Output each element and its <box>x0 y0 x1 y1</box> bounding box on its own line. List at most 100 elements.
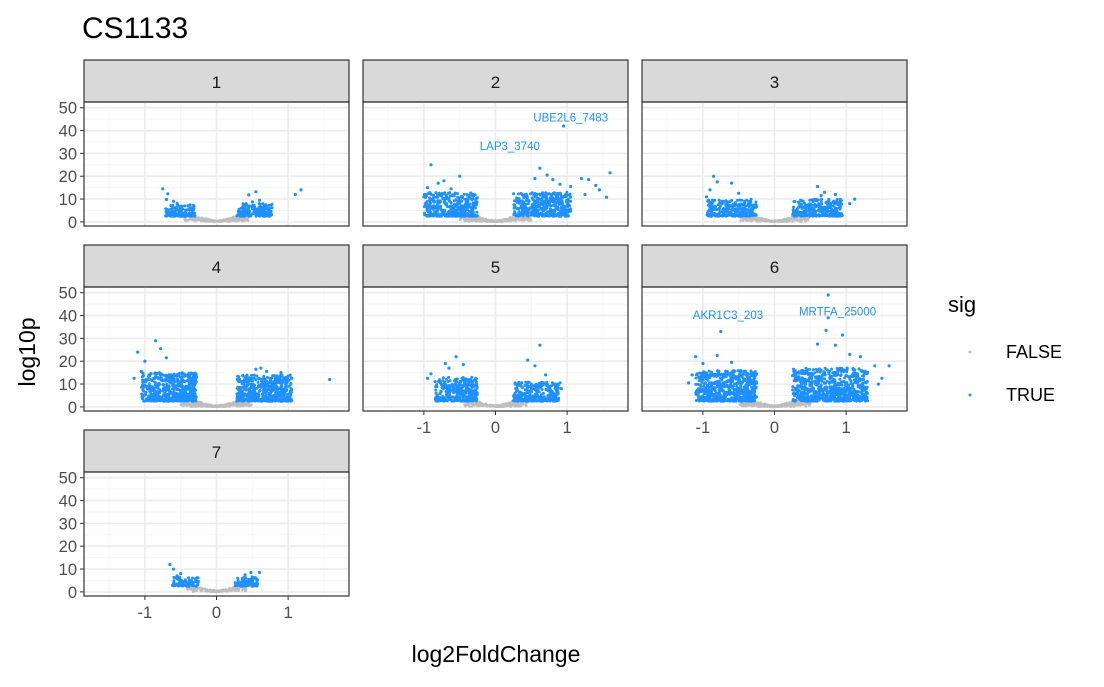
point-true <box>564 195 567 198</box>
point-true <box>465 395 468 398</box>
point-false <box>198 218 201 221</box>
point-outlier <box>730 182 733 185</box>
point-true <box>565 215 568 218</box>
point-true <box>146 388 149 391</box>
point-false <box>526 218 529 221</box>
point-true <box>436 395 439 398</box>
point-false <box>481 218 484 221</box>
point-true <box>426 215 429 218</box>
point-true <box>263 208 266 211</box>
point-true <box>254 212 257 215</box>
point-true <box>432 199 435 202</box>
point-true <box>193 379 196 382</box>
point-false <box>486 220 489 223</box>
point-false <box>204 405 207 408</box>
point-true <box>151 385 154 388</box>
point-true <box>435 191 438 194</box>
point-false <box>466 404 469 407</box>
point-false <box>522 403 525 406</box>
point-true <box>237 398 240 401</box>
point-true <box>285 384 288 387</box>
point-true <box>166 208 169 211</box>
point-true <box>153 372 156 375</box>
point-true <box>531 197 534 200</box>
point-outlier <box>583 193 586 196</box>
point-outlier <box>609 171 612 174</box>
point-true <box>514 213 517 216</box>
point-true <box>261 214 264 217</box>
point-true <box>513 210 516 213</box>
point-true <box>288 385 291 388</box>
point-true <box>195 395 198 398</box>
point-true <box>257 397 260 400</box>
point-true <box>169 398 172 401</box>
point-true <box>248 387 251 390</box>
point-true <box>428 191 431 194</box>
point-outlier <box>165 356 168 359</box>
point-true <box>463 193 466 196</box>
point-false <box>739 219 742 222</box>
point-false <box>800 220 803 223</box>
point-true <box>280 396 283 399</box>
point-false <box>513 404 516 407</box>
point-outlier <box>429 163 432 166</box>
point-false <box>216 220 219 223</box>
point-true <box>459 397 462 400</box>
point-true <box>521 207 524 210</box>
point-outlier <box>159 347 162 350</box>
point-true <box>277 399 280 402</box>
point-true <box>525 214 528 217</box>
point-true <box>543 215 546 218</box>
point-true <box>265 381 268 384</box>
point-true <box>748 206 751 209</box>
point-true <box>192 385 195 388</box>
point-true <box>257 393 260 396</box>
point-true <box>266 400 269 403</box>
point-true <box>252 386 255 389</box>
point-true <box>181 373 184 376</box>
point-true <box>811 215 814 218</box>
point-true <box>426 200 429 203</box>
point-true <box>840 213 843 216</box>
point-true <box>536 198 539 201</box>
point-true <box>246 382 249 385</box>
point-true <box>471 212 474 215</box>
point-outlier <box>259 367 262 370</box>
y-tick-label: 0 <box>68 214 77 232</box>
point-true <box>435 383 438 386</box>
point-true <box>149 399 152 402</box>
point-true <box>184 399 187 402</box>
point-true <box>456 192 459 195</box>
point-true <box>737 205 740 208</box>
point-true <box>265 396 268 399</box>
point-true <box>172 400 175 403</box>
point-true <box>160 378 163 381</box>
point-true <box>158 371 161 374</box>
point-true <box>803 212 806 215</box>
point-true <box>249 215 252 218</box>
point-true <box>730 212 733 215</box>
point-true <box>175 207 178 210</box>
point-true <box>241 374 244 377</box>
point-true <box>176 378 179 381</box>
point-true <box>791 213 794 216</box>
point-true <box>280 382 283 385</box>
point-true <box>268 204 271 207</box>
point-true <box>245 210 248 213</box>
point-true <box>238 208 241 211</box>
point-false <box>195 219 198 222</box>
point-true <box>728 205 731 208</box>
point-outlier <box>569 185 572 188</box>
point-false <box>791 220 794 223</box>
point-outlier <box>598 188 601 191</box>
point-true <box>557 196 560 199</box>
point-outlier <box>133 377 136 380</box>
point-true <box>238 391 241 394</box>
y-tick-label: 50 <box>59 285 77 303</box>
point-false <box>233 404 236 407</box>
point-true <box>192 214 195 217</box>
point-true <box>741 204 744 207</box>
point-true <box>734 203 737 206</box>
point-true <box>476 386 479 389</box>
point-true <box>566 203 569 206</box>
